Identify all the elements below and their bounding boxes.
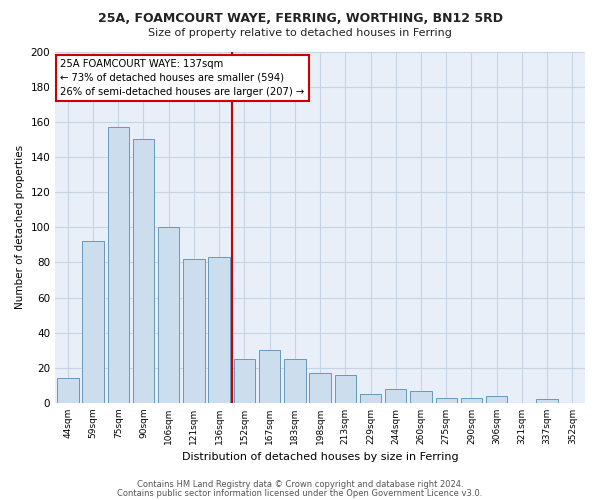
Bar (385, 389, 406, 403)
Bar (486, 396, 508, 403)
Bar (536, 400, 558, 403)
Bar (133, 140, 154, 403)
Y-axis label: Number of detached properties: Number of detached properties (15, 145, 25, 310)
X-axis label: Distribution of detached houses by size in Ferring: Distribution of detached houses by size … (182, 452, 458, 462)
Text: Size of property relative to detached houses in Ferring: Size of property relative to detached ho… (148, 28, 452, 38)
Text: Contains public sector information licensed under the Open Government Licence v3: Contains public sector information licen… (118, 488, 482, 498)
Text: 25A, FOAMCOURT WAYE, FERRING, WORTHING, BN12 5RD: 25A, FOAMCOURT WAYE, FERRING, WORTHING, … (97, 12, 503, 26)
Bar (284, 359, 305, 403)
Bar (259, 350, 280, 403)
Bar (107, 127, 129, 403)
Bar (233, 359, 255, 403)
Bar (310, 373, 331, 403)
Bar (158, 227, 179, 403)
Bar (208, 257, 230, 403)
Bar (82, 242, 104, 403)
Bar (436, 398, 457, 403)
Bar (183, 259, 205, 403)
Text: 25A FOAMCOURT WAYE: 137sqm
← 73% of detached houses are smaller (594)
26% of sem: 25A FOAMCOURT WAYE: 137sqm ← 73% of deta… (61, 58, 305, 96)
Bar (461, 398, 482, 403)
Bar (335, 375, 356, 403)
Bar (360, 394, 381, 403)
Bar (57, 378, 79, 403)
Bar (410, 390, 432, 403)
Text: Contains HM Land Registry data © Crown copyright and database right 2024.: Contains HM Land Registry data © Crown c… (137, 480, 463, 489)
